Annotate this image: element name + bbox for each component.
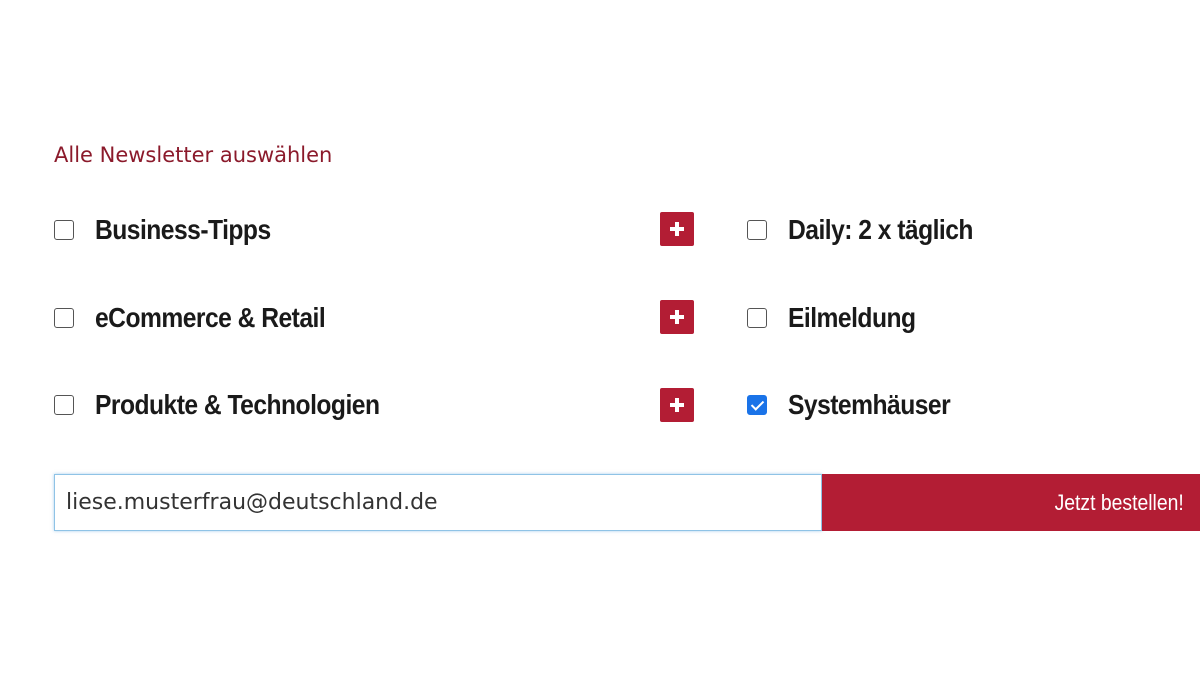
newsletter-option-ecommerce-retail[interactable]: eCommerce & Retail <box>54 298 357 338</box>
order-button-label: Jetzt bestellen! <box>1054 489 1184 515</box>
checkbox-ecommerce-retail[interactable] <box>54 308 74 328</box>
newsletter-option-daily[interactable]: Daily: 2 x täglich <box>747 210 998 250</box>
order-button[interactable]: Jetzt bestellen! <box>822 474 1200 531</box>
expand-plus-icon[interactable] <box>660 388 694 422</box>
checkbox-produkte-technologien[interactable] <box>54 395 74 415</box>
option-label-business-tipps: Business-Tipps <box>95 214 271 245</box>
checkbox-business-tipps[interactable] <box>54 220 74 240</box>
newsletter-option-systemhaeuser[interactable]: Systemhäuser <box>747 385 972 425</box>
email-field[interactable] <box>55 475 821 530</box>
newsletter-option-eilmeldung[interactable]: Eilmeldung <box>747 298 933 338</box>
select-all-newsletters-link[interactable]: Alle Newsletter auswählen <box>54 143 333 167</box>
newsletter-option-produkte-technologien[interactable]: Produkte & Technologien <box>54 385 418 425</box>
newsletter-option-business-tipps[interactable]: Business-Tipps <box>54 210 295 250</box>
option-label-ecommerce-retail: eCommerce & Retail <box>95 302 326 333</box>
expand-plus-icon[interactable] <box>660 212 694 246</box>
option-label-eilmeldung: Eilmeldung <box>788 302 916 333</box>
checkbox-daily[interactable] <box>747 220 767 240</box>
checkbox-systemhaeuser[interactable] <box>747 395 767 415</box>
option-label-systemhaeuser: Systemhäuser <box>788 389 951 420</box>
email-field-wrapper <box>54 474 822 531</box>
checkbox-eilmeldung[interactable] <box>747 308 767 328</box>
option-label-daily: Daily: 2 x täglich <box>788 214 973 245</box>
expand-plus-icon[interactable] <box>660 300 694 334</box>
option-label-produkte-technologien: Produkte & Technologien <box>95 389 380 420</box>
